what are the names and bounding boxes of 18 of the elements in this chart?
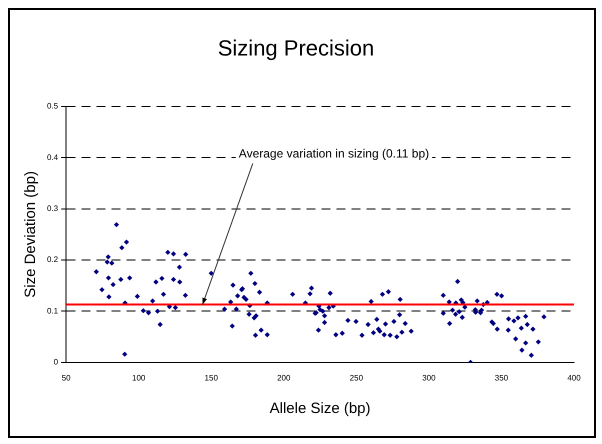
y-tick-label: 0.5	[46, 102, 59, 111]
y-tick-label: 0.3	[46, 204, 59, 214]
x-tick-label: 50	[62, 373, 72, 382]
y-tick-label: 0	[54, 358, 59, 367]
y-tick-label: 0.1	[46, 306, 59, 316]
y-tick-label: 0.4	[46, 152, 59, 162]
x-tick-label: 150	[204, 373, 218, 382]
x-tick-label: 400	[567, 373, 582, 382]
x-tick-label: 350	[494, 373, 509, 382]
chart-title: Sizing Precision	[218, 35, 374, 60]
y-axis-title: Size Deviation (bp)	[22, 171, 40, 298]
y-tick-label: 0.2	[46, 255, 59, 264]
x-tick-label: 250	[350, 373, 364, 382]
x-axis-title: Allele Size (bp)	[270, 400, 371, 418]
x-tick-label: 300	[422, 373, 436, 382]
x-tick-label: 200	[277, 373, 291, 382]
x-tick-label: 100	[132, 373, 146, 382]
annotation: Average variation in sizing (0.11 bp)	[238, 146, 430, 161]
